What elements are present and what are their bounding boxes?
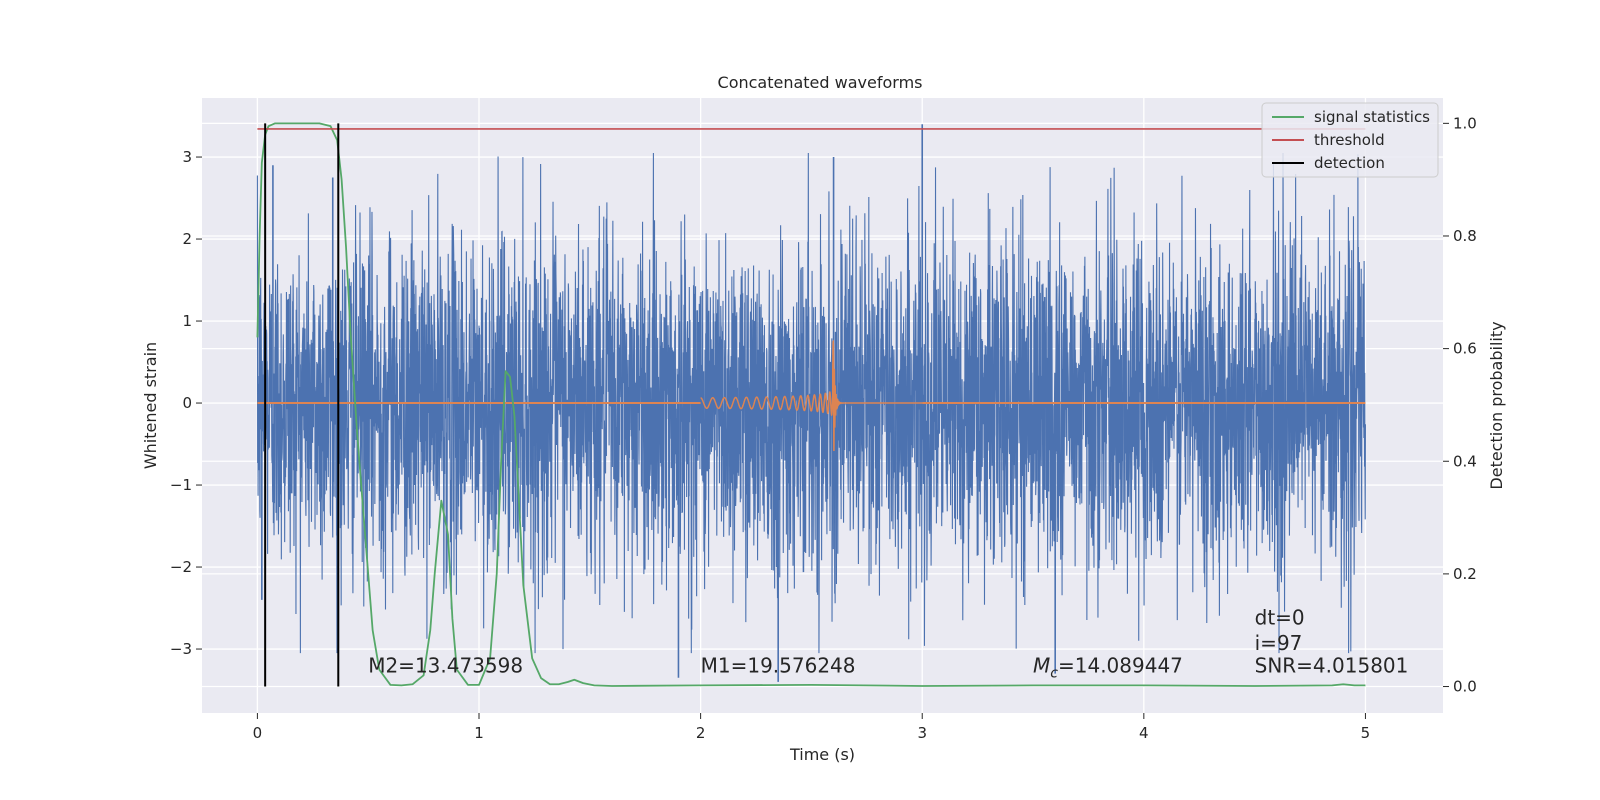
legend-label: threshold bbox=[1314, 131, 1385, 149]
annotations: M2=13.473598 M1=19.576248 Mc=14.089447 dt=0… bbox=[368, 606, 1408, 682]
x-tick-label: 3 bbox=[917, 724, 927, 742]
annotation-snr: SNR=4.015801 bbox=[1255, 653, 1409, 677]
y-tick-label: 0 bbox=[182, 394, 192, 412]
strain-series-line bbox=[256, 152, 1366, 654]
legend: signal statistics threshold detection bbox=[1261, 102, 1439, 178]
annotation-m2: M2=13.473598 bbox=[368, 653, 523, 677]
y-axis-label: Whitened strain bbox=[141, 342, 160, 469]
axes: 0 1 2 3 4 5 −3 −2 −1 0 1 2 3 0.0 0.2 0.4 0.6 0.8 1.0 bbox=[170, 114, 1477, 742]
legend-label: signal statistics bbox=[1314, 108, 1430, 126]
annotation-dt: dt=0 bbox=[1255, 606, 1305, 630]
x-tick-label: 1 bbox=[474, 724, 484, 742]
annotation-i: i=97 bbox=[1255, 631, 1303, 655]
y2-axis-label: Detection probability bbox=[1487, 321, 1506, 489]
annotation-mc: Mc=14.089447 bbox=[1033, 653, 1183, 681]
data-layer bbox=[256, 122, 1366, 687]
y-tick-label: 2 bbox=[182, 230, 192, 248]
annotation-mc-subscript: c bbox=[1050, 665, 1058, 681]
y-tick-label: 1 bbox=[182, 312, 192, 330]
x-axis-label: Time (s) bbox=[789, 745, 855, 764]
annotation-mc-value: =14.089447 bbox=[1058, 653, 1183, 677]
annotation-m1: M1=19.576248 bbox=[701, 653, 856, 677]
x-tick-label: 0 bbox=[253, 724, 263, 742]
chart-title: Concatenated waveforms bbox=[718, 73, 923, 92]
y2-tick-label: 0.8 bbox=[1453, 227, 1477, 245]
x-tick-label: 5 bbox=[1361, 724, 1371, 742]
y2-tick-label: 0.6 bbox=[1453, 340, 1477, 358]
x-tick-label: 4 bbox=[1139, 724, 1149, 742]
x-tick-label: 2 bbox=[696, 724, 706, 742]
legend-frame bbox=[1261, 102, 1439, 178]
y-tick-label: −3 bbox=[170, 640, 192, 658]
y2-tick-label: 0.0 bbox=[1453, 678, 1477, 696]
signal-statistics-line bbox=[256, 122, 1366, 687]
y2-tick-label: 0.2 bbox=[1453, 565, 1477, 583]
y-tick-label: 3 bbox=[182, 148, 192, 166]
y2-tick-label: 1.0 bbox=[1453, 114, 1477, 132]
annotation-mc-symbol: M bbox=[1033, 653, 1050, 677]
y-tick-label: −1 bbox=[170, 476, 192, 494]
template-chirp-line bbox=[700, 339, 923, 451]
y2-tick-label: 0.4 bbox=[1453, 452, 1477, 470]
legend-label: detection bbox=[1314, 154, 1385, 172]
y-tick-label: −2 bbox=[170, 558, 192, 576]
